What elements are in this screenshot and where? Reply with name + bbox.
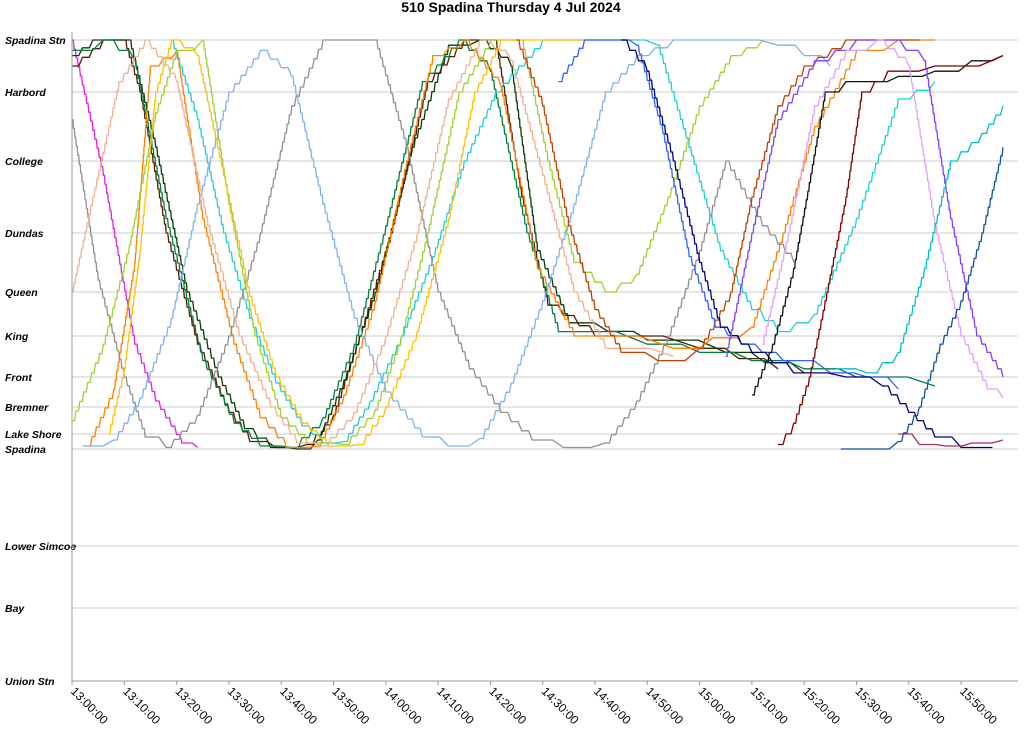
vehicle-trace (898, 433, 1004, 447)
vehicle-trace (72, 39, 795, 449)
x-tick-label: 14:20:00 (486, 684, 529, 727)
stop-label: Queen (5, 287, 38, 299)
x-tick-label: 14:00:00 (382, 684, 425, 727)
vehicle-trace (82, 39, 831, 447)
stop-label: Bremner (5, 402, 49, 414)
vehicle-trace (72, 39, 198, 449)
stop-label: Union Stn (5, 676, 55, 688)
time-tick-labels: 13:00:00 13:10:00 13:20:00 13:30:00 13:40:00… (68, 684, 1000, 727)
stop-label: College (5, 156, 43, 168)
vehicle-trace (171, 39, 936, 444)
vehicle-trace (762, 39, 1004, 399)
x-tick-label: 14:10:00 (434, 684, 477, 727)
x-tick-label: 13:50:00 (329, 684, 372, 727)
x-tick-label: 13:00:00 (68, 684, 111, 727)
x-tick-label: 15:00:00 (695, 684, 738, 727)
vehicle-trace (835, 105, 1004, 374)
time-axis (71, 32, 1018, 685)
vehicle-trace (72, 39, 779, 449)
vehicle-trace (72, 39, 674, 447)
vehicle-trace (72, 39, 936, 449)
vehicle-trace (621, 39, 993, 449)
x-tick-label: 13:30:00 (225, 684, 268, 727)
vehicle-trace (108, 39, 585, 447)
vehicle-trace (516, 39, 920, 362)
chart-title: 510 Spadina Thursday 4 Jul 2024 (401, 0, 621, 15)
stop-labels: Spadina Stn Harbord College Dundas Queen King… (5, 35, 76, 688)
stop-label: King (5, 331, 29, 343)
x-tick-label: 15:20:00 (800, 684, 843, 727)
x-tick-label: 14:50:00 (643, 684, 686, 727)
stop-label: Dundas (5, 228, 44, 240)
x-tick-label: 13:10:00 (120, 684, 163, 727)
stop-label: Spadina (5, 444, 46, 456)
vehicle-traces (72, 39, 1004, 450)
stop-label: Lower Simcoe (5, 541, 76, 553)
x-tick-label: 13:40:00 (277, 684, 320, 727)
x-tick-label: 15:50:00 (957, 684, 1000, 727)
x-tick-label: 15:30:00 (852, 684, 895, 727)
x-tick-label: 13:20:00 (172, 684, 215, 727)
vehicle-trace (840, 147, 1004, 450)
vehicle-trace (558, 39, 899, 390)
vehicle-trace (751, 55, 1004, 396)
stop-label: Lake Shore (5, 429, 62, 441)
stop-label: Harbord (5, 87, 46, 99)
stop-label: Front (5, 372, 32, 384)
x-tick-label: 15:10:00 (748, 684, 791, 727)
vehicle-trace (778, 55, 1004, 446)
stop-label: Bay (5, 603, 25, 615)
vehicle-trace (72, 39, 805, 450)
x-tick-label: 14:40:00 (591, 684, 634, 727)
x-tick-label: 14:30:00 (539, 684, 582, 727)
stop-label: Spadina Stn (5, 35, 66, 47)
vehicle-trace (725, 39, 1004, 378)
x-tick-label: 15:40:00 (905, 684, 948, 727)
